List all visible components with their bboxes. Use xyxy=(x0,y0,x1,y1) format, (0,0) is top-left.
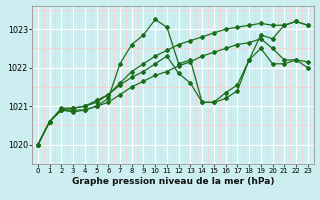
X-axis label: Graphe pression niveau de la mer (hPa): Graphe pression niveau de la mer (hPa) xyxy=(72,177,274,186)
